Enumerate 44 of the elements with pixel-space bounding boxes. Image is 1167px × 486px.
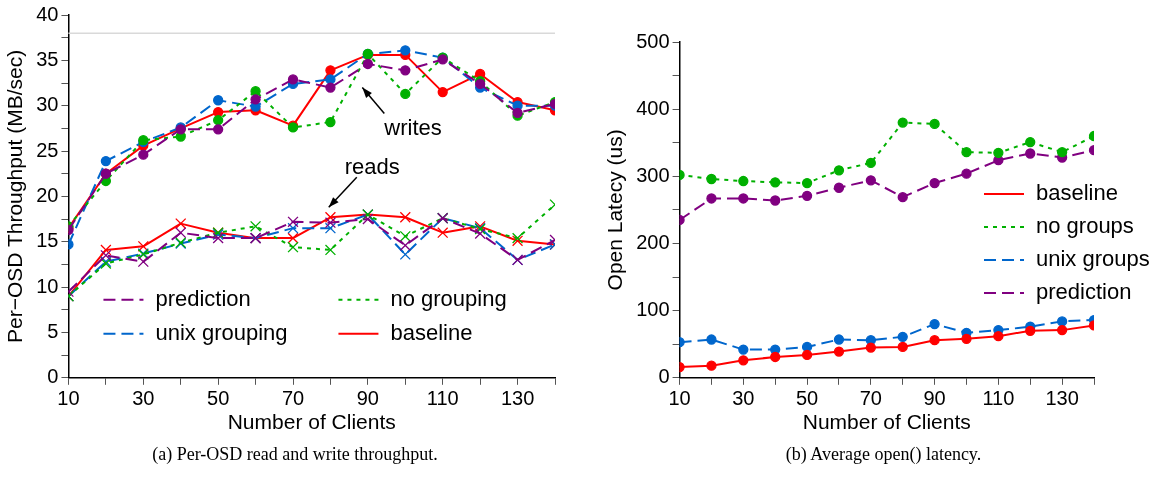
y-axis-title: Per−OSD Throughput (MB/sec) (3, 49, 27, 343)
x-tick-label: 30 (132, 387, 155, 410)
x-tick-label: 70 (859, 387, 882, 410)
y-tick-label: 10 (36, 274, 59, 297)
annotation: writes (383, 114, 442, 140)
legend-label: baseline (390, 319, 473, 345)
y-tick-label: 0 (658, 365, 670, 388)
x-tick-label: 30 (732, 387, 755, 410)
x-tick-label: 10 (668, 387, 691, 410)
y-tick-label: 15 (36, 229, 59, 252)
legend-label: baseline (1036, 180, 1118, 206)
y-tick-label: 300 (636, 163, 670, 186)
y-tick-label: 25 (36, 138, 59, 161)
annotation: reads (344, 154, 400, 180)
legend-label: unix grouping (155, 319, 288, 345)
y-tick-label: 200 (636, 231, 670, 253)
legend-label: no grouping (390, 285, 507, 311)
y-tick-label: 100 (636, 298, 670, 321)
x-tick-label: 50 (795, 387, 819, 410)
x-axis-title: Number of Clients (227, 410, 396, 434)
x-tick-label: 130 (1045, 387, 1079, 410)
y-tick-label: 20 (36, 183, 59, 206)
y-axis-title: Open Latecy (us) (603, 129, 627, 291)
x-axis-title: Number of Clients (802, 410, 971, 434)
y-tick-label: 35 (36, 47, 59, 70)
x-tick-label: 110 (426, 387, 459, 410)
legend-label: prediction (1036, 279, 1132, 305)
y-tick-label: 40 (36, 2, 59, 25)
x-tick-label: 50 (207, 387, 230, 410)
x-tick-label: 90 (923, 387, 946, 410)
text: (b) Average open() latency. (784, 444, 983, 465)
text: (a) Per-OSD read and write throughput. (151, 444, 439, 465)
y-tick-label: 500 (636, 29, 670, 52)
legend-label: no groups (1036, 213, 1134, 239)
x-tick-label: 130 (500, 387, 535, 410)
x-tick-label: 70 (281, 387, 305, 410)
y-tick-label: 30 (36, 93, 59, 116)
legend-label: unix groups (1036, 246, 1150, 272)
legend-label: prediction (155, 285, 251, 311)
x-tick-label: 110 (982, 387, 1015, 410)
y-tick-label: 0 (47, 365, 59, 388)
x-tick-label: 90 (356, 387, 379, 410)
y-tick-label: 5 (47, 319, 59, 342)
y-tick-label: 400 (636, 96, 670, 119)
